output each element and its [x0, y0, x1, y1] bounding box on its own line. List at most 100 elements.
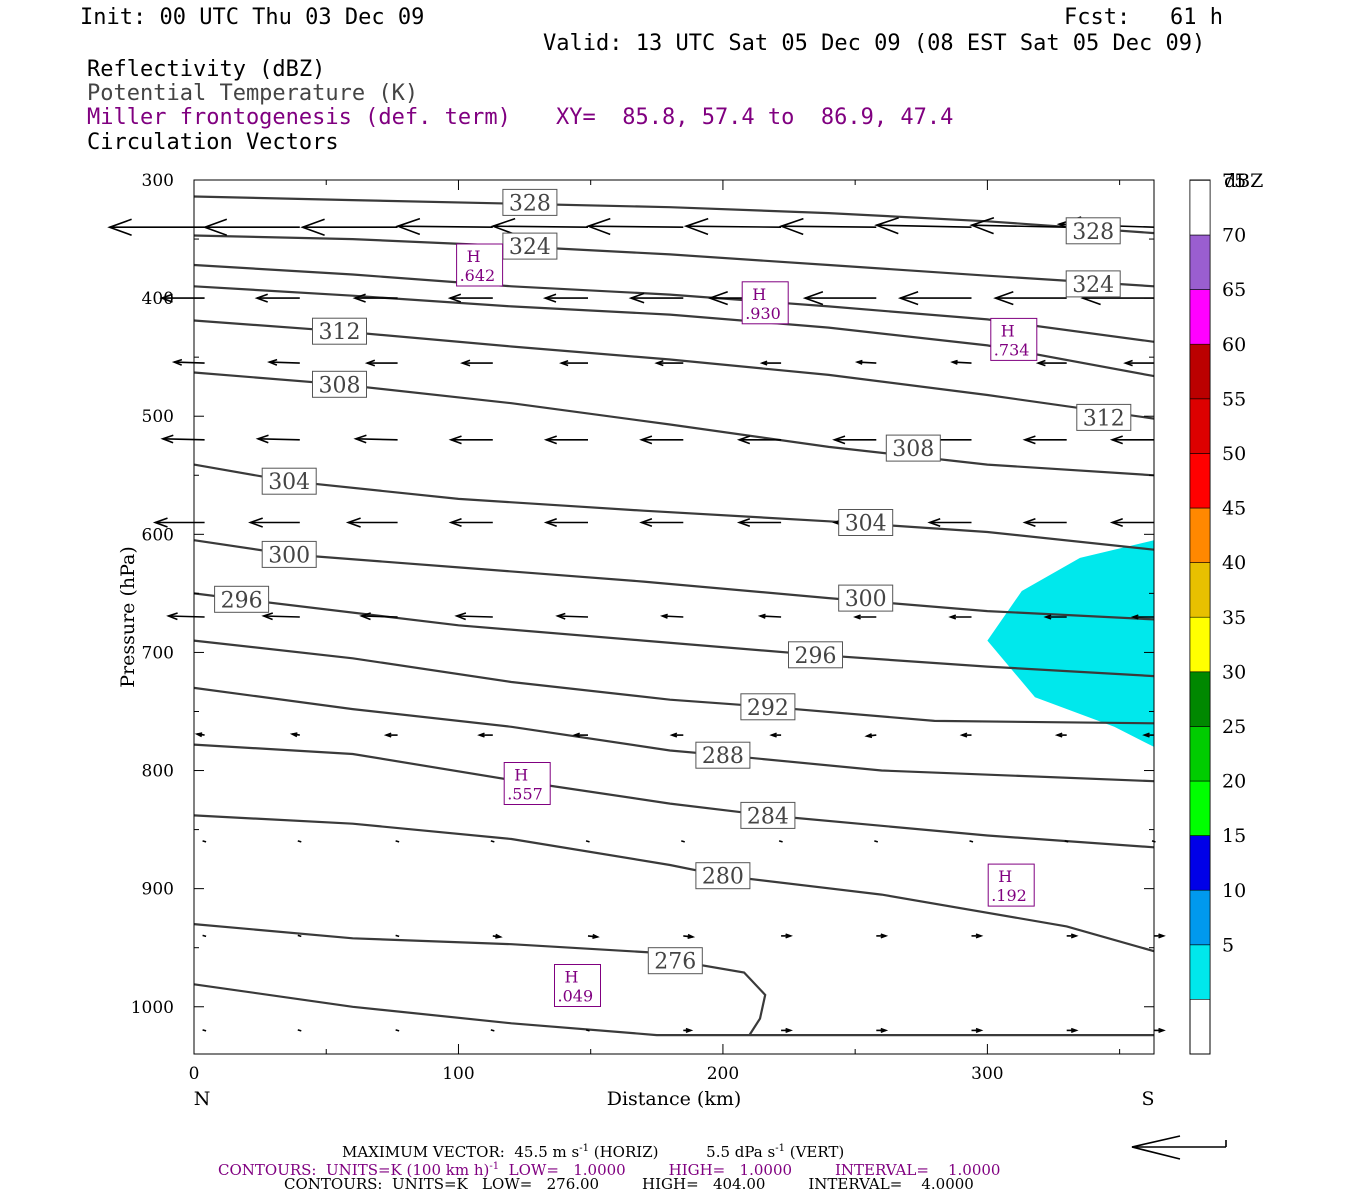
contour-label-280: 280 — [695, 862, 751, 890]
frontogenesis-high: H.642 — [456, 243, 504, 287]
contour-label-text: 296 — [221, 588, 263, 613]
valid-time: Valid: 13 UTC Sat 05 Dec 09 (08 EST Sat … — [543, 31, 1206, 56]
circulation-vector — [300, 218, 398, 236]
y-tick-label: 900 — [142, 880, 174, 900]
vector-head — [975, 933, 984, 939]
circulation-vector — [448, 435, 493, 445]
colorbar-segment — [1189, 289, 1211, 345]
vector-head — [202, 218, 228, 236]
colorbar-segment — [1189, 234, 1211, 290]
vector-shaft — [781, 225, 877, 228]
vector-shaft — [397, 225, 493, 228]
vector-shaft — [456, 615, 493, 618]
high-letter: H — [1001, 321, 1015, 340]
axes-layer: 300 400 500 600 700 800 900 1000 0 100 200 300 — [131, 171, 1154, 1084]
circulation-vector — [1022, 518, 1067, 528]
contour-label-312: 312 — [312, 317, 367, 345]
vector-shaft — [490, 840, 495, 843]
vector-shaft — [174, 361, 205, 364]
vector-shaft — [557, 615, 589, 618]
colorbar-level-label: 25 — [1222, 716, 1246, 738]
circulation-vector — [202, 1029, 207, 1032]
y-tick-label: 500 — [142, 407, 174, 427]
vector-head — [687, 933, 696, 939]
theta-contour-320 — [193, 263, 1155, 343]
circulation-vector — [759, 360, 782, 366]
circulation-vector — [254, 293, 300, 303]
contour-label-300: 300 — [838, 584, 894, 612]
vector-shaft — [971, 224, 1067, 228]
contour-label-text: 300 — [268, 543, 310, 568]
contour-label-284: 284 — [740, 801, 796, 829]
vector-head — [757, 613, 766, 619]
circulation-vector — [255, 434, 300, 444]
frontogenesis-high: H.734 — [990, 317, 1038, 361]
circulation-vector — [477, 732, 493, 738]
contour-label-text: 324 — [509, 235, 551, 260]
circulation-vector — [781, 1027, 793, 1033]
vector-head — [107, 218, 132, 236]
vector-head — [1130, 614, 1139, 620]
vector-head — [660, 613, 668, 619]
field-reflectivity: Reflectivity (dBZ) — [87, 57, 326, 82]
circulation-vector — [447, 293, 493, 303]
vector-head — [1158, 933, 1166, 939]
vector-shaft — [257, 438, 300, 441]
circulation-vector — [202, 218, 300, 236]
circulation-vector — [832, 435, 877, 445]
circulation-vector — [352, 293, 398, 303]
footer-contours-frontogenesis: CONTOURS: UNITS=K (100 km h)-1 LOW= 1.00… — [218, 1161, 1001, 1179]
contour-label-text: 312 — [1083, 406, 1125, 431]
x-end-label-south: S — [1141, 1088, 1154, 1110]
vector-head — [669, 732, 678, 738]
vector-head — [495, 933, 503, 939]
vector-shaft — [585, 840, 590, 843]
vector-head — [802, 290, 824, 306]
plot-frame — [193, 179, 1155, 1055]
vector-head — [975, 1027, 984, 1033]
colorbar-segment — [1189, 507, 1211, 563]
circulation-vector — [864, 733, 877, 739]
colorbar-level-label: 70 — [1222, 225, 1246, 247]
vector-head — [639, 435, 653, 445]
vector-shaft — [269, 361, 300, 364]
vector-head — [1070, 1027, 1079, 1033]
vector-head — [1022, 518, 1036, 528]
vector-head — [1142, 732, 1150, 738]
circulation-vector — [490, 840, 495, 843]
theta-contour-284 — [193, 743, 1155, 849]
vector-shaft — [857, 361, 877, 364]
circulation-vector — [454, 612, 493, 621]
vector-head — [778, 217, 804, 236]
circulation-vector — [460, 359, 493, 367]
contour-label-box — [788, 641, 843, 669]
vector-shaft — [874, 840, 879, 843]
contour-label-304: 304 — [261, 467, 317, 495]
vector-shaft — [876, 224, 972, 228]
colorbar-segment — [1189, 671, 1211, 727]
theta-contour-304 — [193, 463, 1155, 551]
circulation-vector — [585, 1029, 590, 1032]
colorbar-level-label: 45 — [1222, 498, 1246, 520]
contour-label-text: 276 — [654, 950, 696, 975]
vector-head — [261, 612, 274, 621]
contour-label-box — [695, 741, 751, 769]
circulation-vector — [1130, 614, 1154, 620]
vector-head — [460, 359, 471, 367]
vector-head — [447, 293, 462, 303]
vector-shaft — [202, 840, 207, 843]
vector-head — [1109, 518, 1123, 528]
circulation-vector — [202, 934, 207, 938]
circulation-vector — [542, 293, 588, 303]
high-box — [456, 243, 504, 287]
vector-head — [352, 293, 366, 303]
circulation-vector — [1054, 732, 1067, 738]
circulation-vector — [897, 290, 972, 306]
vector-shaft — [778, 840, 783, 843]
colorbar-segment — [1189, 453, 1211, 509]
vector-head — [592, 933, 600, 939]
footer-max-vector: MAXIMUM VECTOR: 45.5 m s-1 (HORIZ) 5.5 d… — [342, 1143, 845, 1161]
colorbar-level-label: 75 — [1222, 170, 1246, 192]
x-tick-label: 0 — [189, 1064, 200, 1084]
